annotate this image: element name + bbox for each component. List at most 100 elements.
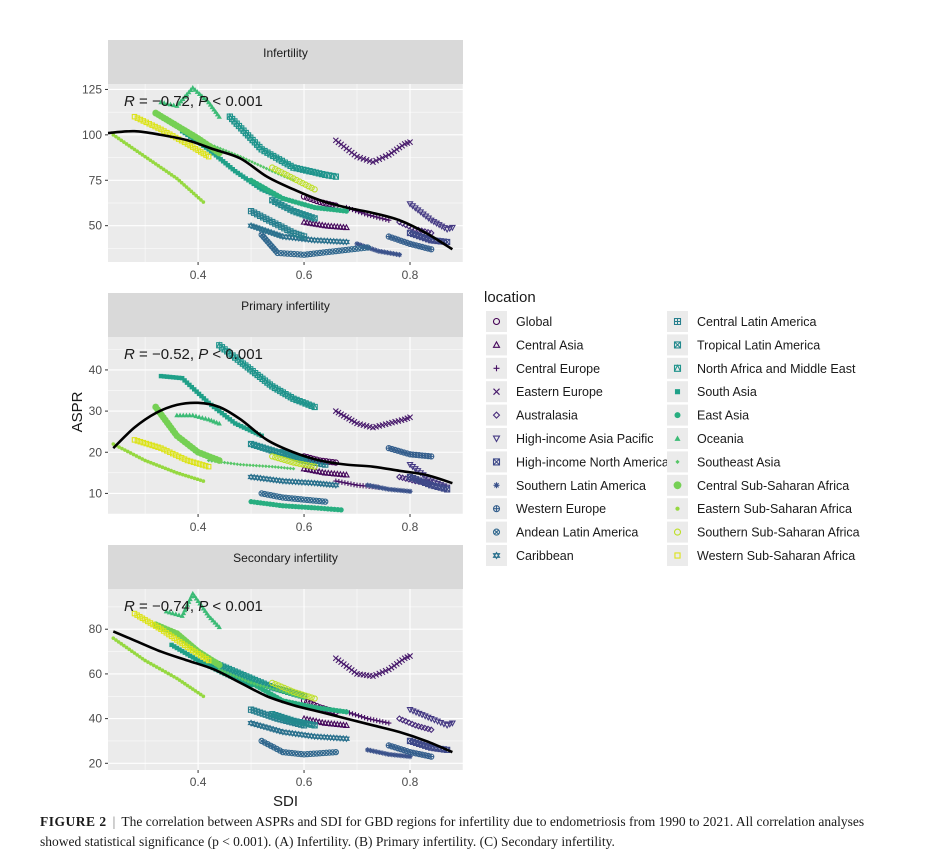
legend-entry-australasia: Australasia [486,405,578,426]
correlation-annotation: R = −0.72, P < 0.001 [124,93,263,110]
facet-title: Primary infertility [241,299,330,313]
legend-entry-western-sub-saharan-africa: Western Sub-Saharan Africa [667,545,855,566]
legend-title: location [484,289,536,306]
legend-label: Central Europe [516,362,600,376]
figure-caption: FIGURE 2 | The correlation between ASPRs a… [40,812,900,852]
p-value: < 0.001 [208,346,263,363]
legend-label: High-income Asia Pacific [516,432,654,446]
legend-marker [675,389,680,394]
x-tick-label: 0.4 [190,268,207,282]
x-tick-label: 0.4 [190,775,207,789]
legend-entry-oceania: Oceania [667,428,744,449]
figure-label: FIGURE 2 [40,814,107,829]
x-tick-label: 0.6 [296,520,313,534]
y-tick-label: 20 [89,756,103,770]
legend-entry-high-income-asia-pacific: High-income Asia Pacific [486,428,654,449]
legend-label: Western Europe [516,502,606,516]
y-tick-label: 60 [89,667,103,681]
legend-entry-central-latin-america: Central Latin America [667,311,817,332]
legend-entry-central-asia: Central Asia [486,334,583,355]
legend-entry-southern-sub-saharan-africa: Southern Sub-Saharan Africa [667,522,860,543]
legend-entry-north-africa-and-middle-east: North Africa and Middle East [667,358,856,379]
legend-label: Andean Latin America [516,526,638,540]
legend-key [667,522,688,543]
correlation-figure: Infertility50751001250.4 0.6 0.8R = −0.72,… [0,0,925,810]
legend-marker [675,412,681,418]
panel-secondary-infertility: Secondary infertility204060800.4 0.6 0.8R … [89,545,463,789]
legend-key [667,358,688,379]
y-axis-title: ASPR [69,391,86,432]
facet-title: Secondary infertility [233,551,338,565]
y-tick-label: 30 [89,404,103,418]
x-tick-label: 0.4 [190,520,207,534]
legend-label: High-income North America [516,455,669,469]
data-point [344,709,349,714]
r-value: = −0.52, [135,346,198,363]
data-point [202,479,206,483]
legend-entry-southeast-asia: Southeast Asia [667,451,780,472]
legend-entry-south-asia: South Asia [667,381,757,402]
legend-entry-western-europe: Western Europe [486,498,606,519]
panel-primary-infertility: Primary infertility 10 20 30 40 0.4 0.6 0.8 R = … [89,293,463,534]
legend-label: Tropical Latin America [697,338,820,352]
legend-label: Eastern Sub-Saharan Africa [697,502,852,516]
y-tick-label: 10 [89,486,103,500]
correlation-annotation: R = −0.74, P < 0.001 [124,598,263,615]
legend-label: North Africa and Middle East [697,362,856,376]
x-tick-label: 0.8 [402,268,419,282]
data-point [202,200,206,204]
p-symbol: P [198,598,208,615]
x-tick-label: 0.8 [402,775,419,789]
y-tick-label: 75 [89,173,103,187]
legend-label: Oceania [697,432,744,446]
panel-infertility: Infertility50751001250.4 0.6 0.8R = −0.72,… [82,40,463,282]
legend-key [486,545,507,566]
legend-label: Western Sub-Saharan Africa [697,549,855,563]
legend-label: Southern Sub-Saharan Africa [697,526,860,540]
legend-entry-tropical-latin-america: Tropical Latin America [667,334,820,355]
x-axis-title: SDI [273,793,298,810]
y-tick-label: 20 [89,445,103,459]
caption-separator: | [107,814,122,829]
data-point [202,694,206,698]
legend-entry-global: Global [486,311,552,332]
legend-key [486,334,507,355]
y-tick-label: 40 [89,363,103,377]
p-symbol: P [198,346,208,363]
legend-label: Australasia [516,409,578,423]
data-point [344,209,349,214]
legend-label: Global [516,315,552,329]
legend-marker [674,481,682,489]
p-value: < 0.001 [208,93,263,110]
data-point [429,754,434,759]
p-value: < 0.001 [208,598,263,615]
legend-label: Central Sub-Saharan Africa [697,479,849,493]
r-symbol: R [124,598,135,615]
legend-key [486,405,507,426]
legend-label: Central Latin America [697,315,817,329]
legend-entry-andean-latin-america: Andean Latin America [486,522,638,543]
legend-key [667,545,688,566]
legend-entry-caribbean: Caribbean [486,545,574,566]
legend-entry-east-asia: East Asia [667,405,749,426]
data-point [339,507,344,512]
legend-label: Southeast Asia [697,455,780,469]
legend-label: Central Asia [516,338,583,352]
legend-label: East Asia [697,409,749,423]
x-tick-label: 0.8 [402,520,419,534]
y-tick-label: 80 [89,622,103,636]
legend-entry-eastern-sub-saharan-africa: Eastern Sub-Saharan Africa [667,498,852,519]
data-point [429,247,434,252]
correlation-annotation: R = −0.52, P < 0.001 [124,346,263,363]
caption-text: The correlation between ASPRs and SDI fo… [40,814,864,849]
legend-marker [675,507,679,511]
legend-entry-southern-latin-america: Southern Latin America [486,475,646,496]
r-symbol: R [124,346,135,363]
data-point [216,662,223,669]
legend-entry-central-europe: Central Europe [486,358,600,379]
x-tick-label: 0.6 [296,268,313,282]
data-point [216,457,223,464]
r-value: = −0.72, [135,93,198,110]
legend-key [486,311,507,332]
x-tick-label: 0.6 [296,775,313,789]
